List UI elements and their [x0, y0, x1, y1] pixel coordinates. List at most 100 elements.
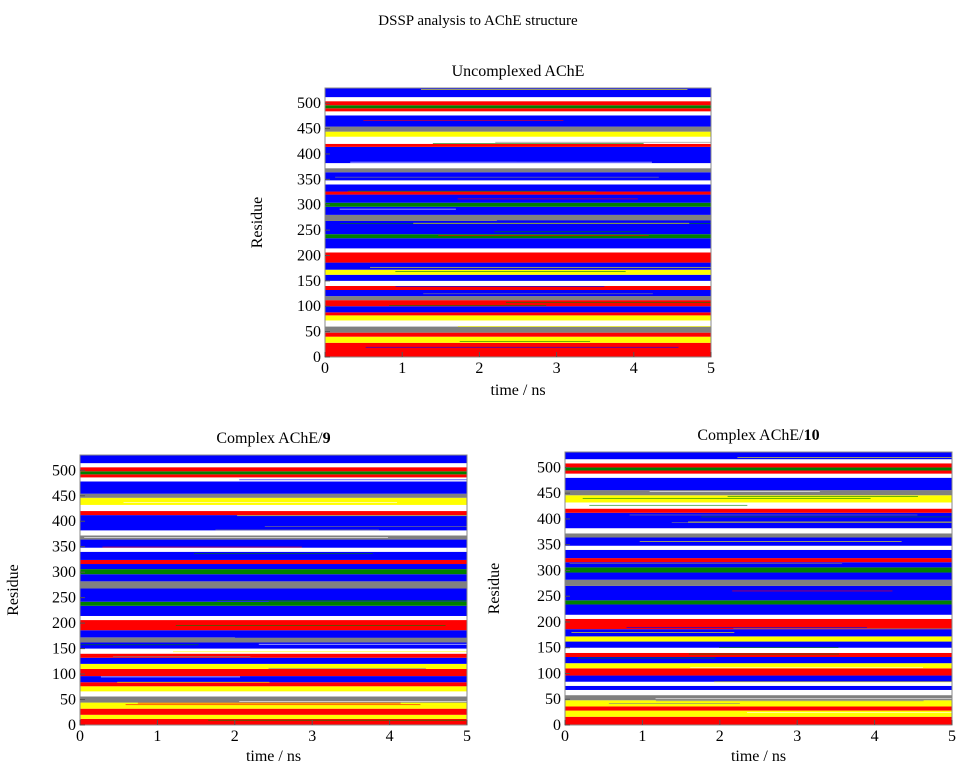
ss-stripe: [168, 670, 467, 672]
dssp-panel-1: 0 1 2 3 4 5050100150200250300350400450500Unco…: [249, 63, 715, 399]
ss-band: [325, 136, 711, 144]
plot-frame: [564, 451, 953, 726]
ss-band: [80, 668, 467, 677]
x-tick-label: 1: [638, 728, 646, 745]
ss-stripe: [389, 305, 547, 306]
ss-stripe: [365, 346, 679, 348]
ss-band: [325, 238, 711, 249]
ss-stripe: [732, 590, 893, 592]
ss-stripe: [608, 703, 740, 704]
ss-stripe: [217, 600, 467, 601]
ss-band: [325, 234, 711, 239]
y-tick-label: 50: [60, 692, 76, 709]
ss-stripe: [626, 627, 868, 628]
ss-band: [565, 604, 952, 615]
ss-stripe: [690, 666, 924, 668]
ss-band: [565, 477, 952, 491]
ss-stripe: [502, 188, 625, 190]
ss-band: [80, 559, 467, 565]
ss-band: [565, 706, 952, 711]
y-tick-label: 400: [52, 513, 76, 530]
ss-band: [565, 473, 952, 478]
ss-band: [325, 168, 711, 173]
ss-band: [325, 172, 711, 181]
y-tick-label: 300: [297, 197, 321, 214]
dssp-panels: 0 1 2 3 4 5050100150200250300350400450500Unco…: [5, 63, 956, 765]
ss-stripe: [589, 504, 748, 506]
ss-band: [325, 180, 711, 185]
y-tick-label: 100: [537, 665, 561, 682]
ss-band: [565, 675, 952, 682]
y-tick-label: 350: [537, 537, 561, 554]
ss-band: [565, 467, 952, 471]
ss-band: [80, 515, 467, 531]
ss-band: [325, 285, 711, 291]
ss-band: [565, 600, 952, 605]
ss-band: [80, 630, 467, 638]
panel-title: Complex AChE/10: [697, 427, 819, 444]
ss-band: [80, 696, 467, 703]
ss-stripe: [413, 222, 690, 224]
ss-band: [565, 463, 952, 468]
ss-band: [565, 533, 952, 538]
x-tick-label: 5: [463, 728, 471, 745]
ss-stripe: [577, 657, 716, 659]
ss-band: [80, 691, 467, 697]
ss-band: [325, 202, 711, 207]
ss-stripe: [137, 702, 401, 704]
ss-stripe: [156, 674, 386, 676]
ss-band: [325, 274, 711, 281]
ss-band: [325, 280, 711, 286]
ss-band: [565, 710, 952, 717]
ss-stripe: [80, 644, 199, 646]
ss-stripe: [335, 176, 659, 178]
ss-band: [565, 470, 952, 474]
ss-band: [565, 452, 952, 460]
ss-stripe: [495, 141, 711, 143]
ss-band: [565, 685, 952, 690]
ss-stripe: [220, 684, 467, 686]
y-tick-label: 0: [553, 717, 561, 734]
ss-stripe: [429, 353, 711, 355]
ss-band: [565, 614, 952, 619]
y-tick-label: 50: [305, 324, 321, 341]
ss-band: [325, 332, 711, 337]
ss-stripe: [639, 541, 902, 542]
ss-band: [325, 262, 711, 270]
ss-stripe: [239, 479, 467, 481]
x-tick-label: 4: [630, 360, 638, 377]
ss-stripe: [747, 712, 952, 713]
ss-bands: [565, 452, 952, 725]
ss-band: [325, 214, 711, 221]
x-axis-label: time / ns: [731, 748, 786, 765]
ss-band: [565, 545, 952, 550]
y-tick-label: 500: [297, 95, 321, 112]
ss-band: [565, 629, 952, 637]
ss-band: [565, 549, 952, 559]
y-tick-label: 150: [297, 273, 321, 290]
ss-band: [80, 551, 467, 560]
ss-band: [565, 579, 952, 586]
y-tick-label: 500: [52, 462, 76, 479]
ss-band: [80, 547, 467, 552]
x-tick-label: 3: [553, 360, 561, 377]
ss-band: [80, 581, 467, 589]
ss-band: [325, 146, 711, 164]
x-tick-label: 1: [153, 728, 161, 745]
ss-stripe: [100, 587, 465, 588]
y-tick-label: 400: [537, 511, 561, 528]
x-tick-label: 0: [321, 360, 329, 377]
figure-title: DSSP analysis to AChE structure: [378, 13, 578, 29]
y-axis-label: Residue: [486, 563, 503, 615]
ss-band: [80, 708, 467, 715]
ss-band: [80, 530, 467, 536]
y-tick-label: 400: [297, 146, 321, 163]
ss-band: [325, 143, 711, 147]
ss-stripe: [100, 676, 241, 678]
ss-band: [80, 588, 467, 602]
ss-stripe: [737, 457, 952, 459]
ss-band: [80, 615, 467, 621]
ss-stripe: [655, 698, 952, 700]
y-tick-label: 250: [297, 222, 321, 239]
